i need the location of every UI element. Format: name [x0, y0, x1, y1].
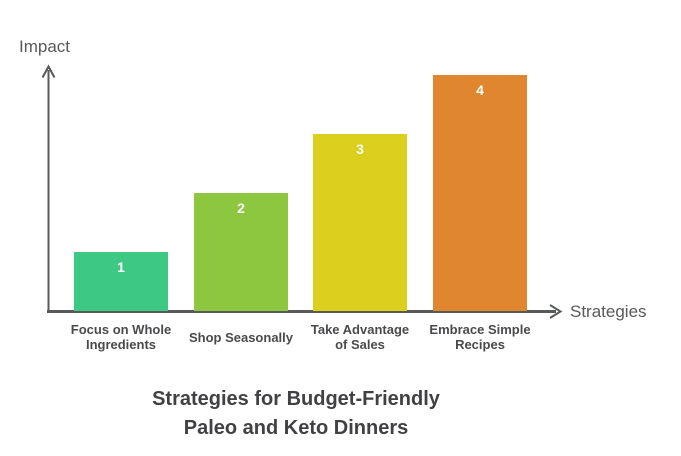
bar-2: 2 [194, 193, 288, 311]
bar-4: 4 [433, 75, 527, 311]
x-tick-label: Shop Seasonally [188, 329, 294, 345]
x-tick-label: Take Advantage of Sales [310, 322, 410, 352]
y-axis-arrowhead-icon [41, 64, 56, 78]
bar-1: 1 [74, 252, 168, 311]
y-axis-label: Impact [19, 37, 71, 56]
x-axis-arrowhead-icon [549, 304, 563, 319]
bar-value-label: 4 [476, 82, 484, 98]
bar-value-label: 3 [356, 141, 364, 157]
x-tick-label: Focus on Whole Ingredients [70, 322, 172, 352]
chart-title: Strategies for Budget-Friendly Paleo and… [152, 388, 440, 439]
bar-value-label: 1 [117, 259, 125, 275]
bar-3: 3 [313, 134, 407, 311]
bar-value-label: 2 [237, 200, 245, 216]
x-tick-label: Embrace Simple Recipes [429, 322, 531, 352]
x-axis-label: Strategies [570, 302, 647, 321]
